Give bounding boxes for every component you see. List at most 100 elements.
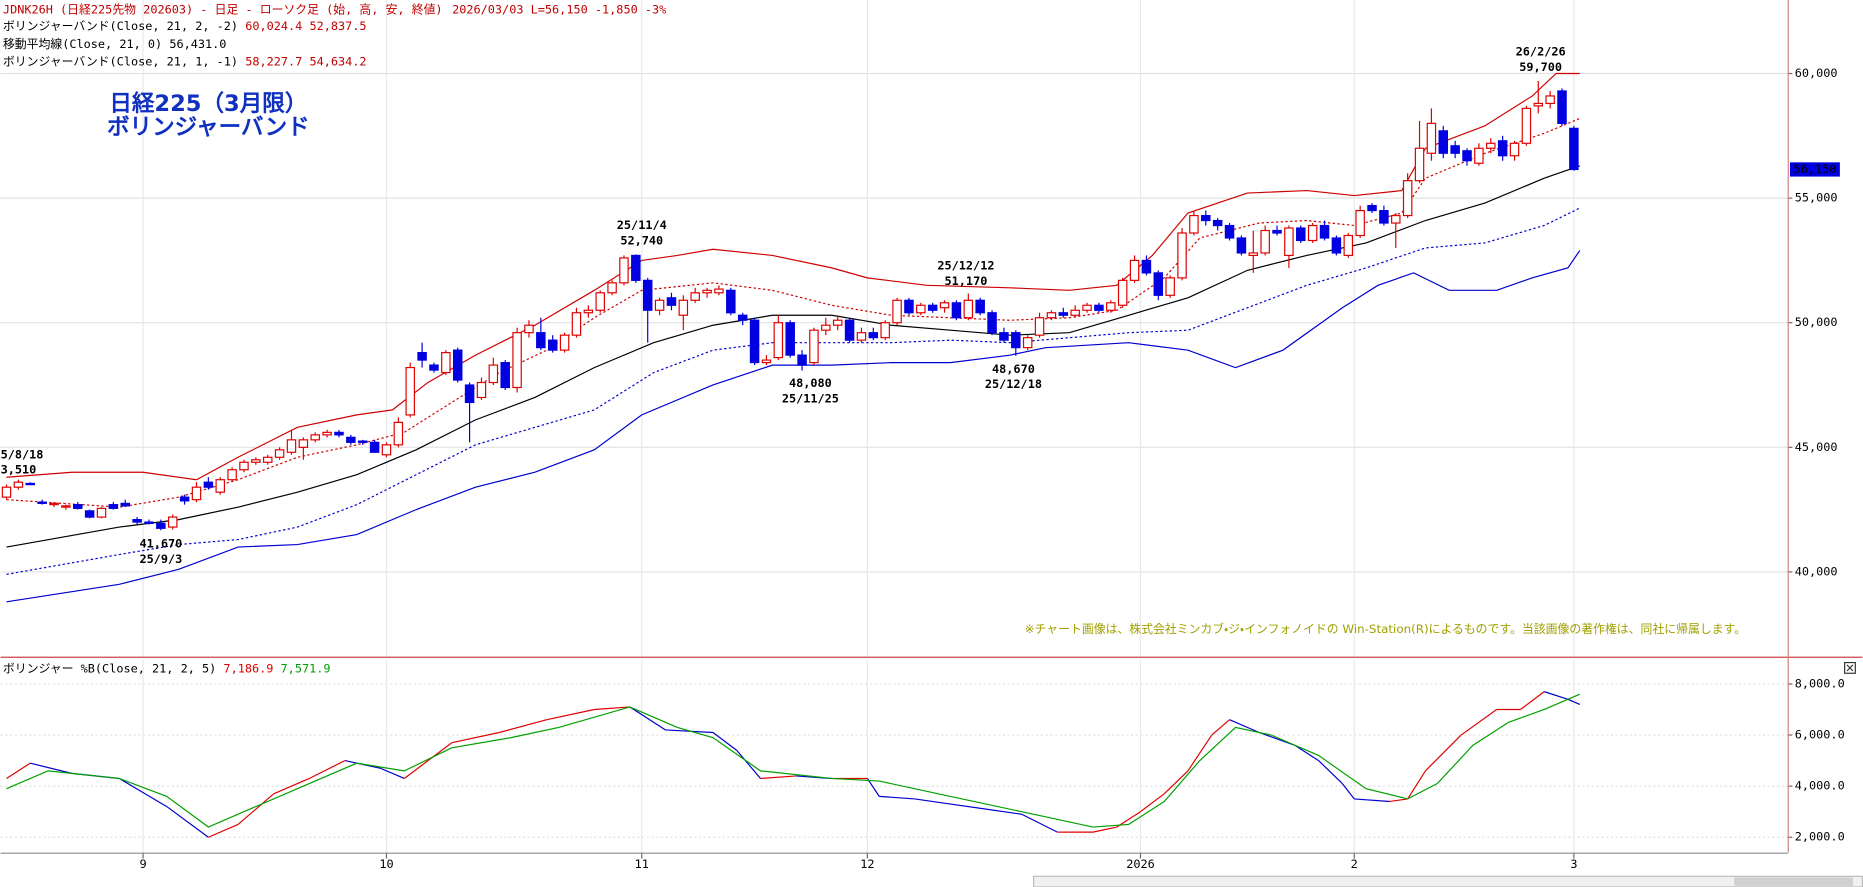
pctb-segment [736,749,761,779]
copyright-note: ※チャート画像は、株式会社ミンカブ・ジ・インフォノイドの Win-Station… [1025,622,1746,636]
band-line [6,72,1580,481]
scrollbar[interactable] [1033,875,1863,887]
candle-body [868,332,879,339]
candle-body [939,302,950,309]
y-tick-label: 2,000.0 [1795,830,1845,844]
candle-body [464,384,475,404]
sub-legend-value: 7,186.9 [223,661,273,675]
y-tick-label: 50,000 [1795,315,1838,329]
candle-body [702,289,712,294]
x-tick-label: 2026 [1126,857,1155,871]
banner-line: 日経225（3月限） [109,90,307,117]
candle-body [96,507,107,518]
candle-body [690,292,700,301]
pctb-line [6,693,1581,828]
pctb-segment [1520,691,1545,710]
annotation: 25/11/4 [617,218,667,232]
candle-body [1117,279,1128,306]
pctb-segment [986,808,1022,815]
annotation: 51,170 [945,274,988,288]
candle-body [761,359,772,364]
candle-body [785,322,795,356]
x-tick-label: 9 [139,857,146,871]
candle-body [1402,180,1413,217]
candle-body [916,304,926,314]
pctb-segment [712,732,738,751]
annotation: 25/12/18 [985,377,1042,391]
candle-body [369,441,380,453]
title: JDNK26H (日経225先物 202603) - 日足 - ローソク足 (始… [3,2,443,16]
annotation: 5/8/18 [1,447,44,461]
pctb-segment [237,793,275,825]
y-tick-label: 55,000 [1795,191,1838,205]
pctb-segment [403,760,429,779]
candle-body [1521,107,1532,144]
pctb-segment [1354,798,1390,803]
candle-body [120,502,130,507]
candle-body [1450,145,1460,154]
annotation: 48,670 [992,362,1035,376]
candle-body [1331,237,1342,254]
legend-label: 移動平均線(Close, 21, 0) [3,36,162,50]
annotation: 26/2/26 [1516,45,1566,59]
pctb-segment [1341,783,1355,800]
candle-body [167,516,178,528]
candle-body [203,481,214,488]
candle-body [963,299,974,319]
candle-body [1426,122,1437,154]
candle-body [1201,214,1211,222]
last-price-label: 56,150 [1794,162,1837,176]
candle-body [666,297,677,306]
candle-body [1355,209,1365,237]
candle-body [1557,90,1567,124]
candle-body [1296,227,1306,242]
candle-body [571,312,582,336]
close-icon [1846,664,1854,672]
legend-line: 移動平均線(Close, 21, 0) 56,431.0 [3,36,227,50]
candle-body [262,456,273,463]
candle-body [904,299,914,314]
candle-body [1046,312,1057,319]
scroll-thumb[interactable] [1734,877,1853,886]
candle-body [892,299,902,324]
candle-body [1141,259,1152,274]
candle-body [773,322,784,359]
candle-body [84,510,95,518]
candle-body [251,459,261,463]
candle-body [500,361,510,389]
x-tick-label: 2 [1351,857,1358,871]
candle-body [334,431,344,436]
candle-body [1414,147,1425,182]
candle-body [393,421,404,446]
pctb-segment [914,798,951,805]
last-price-box [1790,162,1840,177]
candle-body [441,352,451,374]
candle-body [1082,304,1092,311]
candle-body [832,319,843,326]
candle-body [298,439,309,448]
pctb-segment [380,767,405,780]
pctb-segment [6,762,31,779]
pctb-segment [1318,760,1343,785]
candle-body [1343,234,1354,257]
candle-body [227,469,237,481]
pctb-segment [594,706,630,711]
pctb-segment [1407,770,1426,800]
candle-body [132,518,142,523]
candle-body [25,482,36,486]
pctb-segment [1021,813,1058,833]
candle-body [583,309,594,314]
x-tick-label: 12 [860,857,874,871]
grid-layer [0,0,1793,859]
candle-body [1022,337,1033,349]
candle-body [927,304,938,311]
candle-body [951,302,962,319]
candle-body [737,314,748,321]
y-tick-label: 4,000.0 [1795,779,1845,793]
candle-body [809,329,819,364]
candle-body [749,319,760,364]
sub-legend-label: ボリンジャー %B(Close, 21, 2, 5) [3,661,216,675]
candle-body [191,486,202,501]
